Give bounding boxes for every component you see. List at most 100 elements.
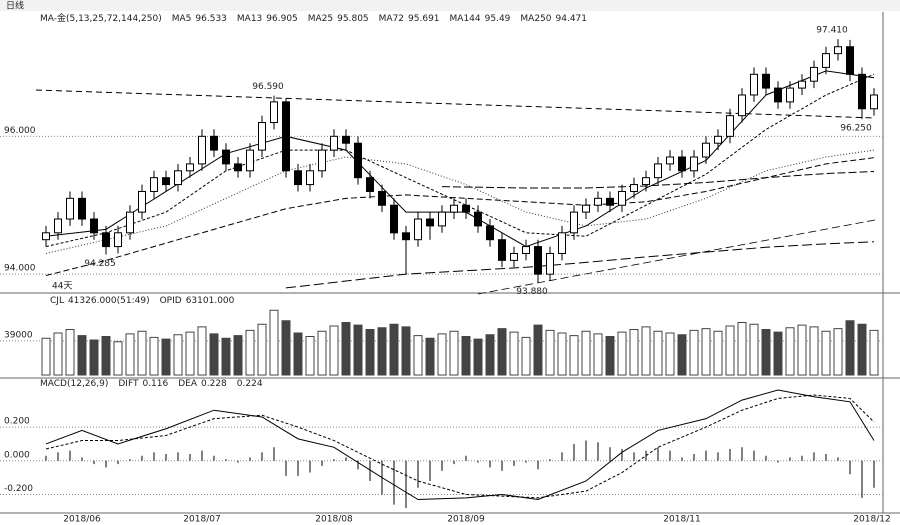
candle-body — [738, 94, 746, 117]
candle-body — [690, 156, 698, 172]
candle-body — [342, 135, 350, 144]
candle-body — [138, 190, 146, 213]
candle-body — [762, 73, 770, 89]
y-tick-label: 94.000 — [4, 264, 36, 274]
candle-body — [402, 232, 410, 241]
toolbar — [0, 0, 900, 11]
candle-body — [510, 252, 518, 261]
candle-body — [438, 211, 446, 227]
candle-body — [42, 232, 50, 241]
candle-body — [354, 142, 362, 179]
candle-body — [162, 177, 170, 186]
candle-body — [306, 170, 314, 186]
candle-body — [210, 135, 218, 151]
volume-bar — [857, 323, 867, 376]
x-tick-label: 2018/07 — [183, 515, 220, 525]
candle-body — [462, 204, 470, 213]
y-tick-label: 0.200 — [4, 417, 30, 427]
volume-bar — [305, 336, 315, 376]
volume-bar — [401, 326, 411, 376]
candle-body — [90, 218, 98, 234]
volume-bar — [185, 331, 195, 376]
volume-bar — [533, 324, 543, 376]
period-label[interactable]: 日线 — [6, 0, 24, 12]
x-tick-label: 2018/09 — [447, 515, 485, 525]
macd-line — [45, 394, 875, 499]
indicator-readout: CJL 41326.000(51:49) OPID 63101.000 — [50, 296, 235, 306]
readout-value: 0.224 — [237, 379, 263, 389]
price-annotation: 96.590 — [252, 82, 284, 92]
readout-name: CJL — [50, 296, 64, 306]
volume-bar — [41, 337, 51, 376]
volume-bar — [593, 333, 603, 376]
volume-bar — [125, 333, 135, 376]
candle-body — [198, 135, 206, 165]
volume-bar — [845, 320, 855, 376]
volume-bar — [425, 337, 435, 376]
candle-body — [390, 204, 398, 234]
x-tick-label: 2018/06 — [63, 515, 101, 525]
legend-value: 96.533 — [195, 14, 227, 24]
x-tick-label: 2018/11 — [663, 515, 700, 525]
x-tick-label: 2018/08 — [315, 515, 353, 525]
volume-bar — [377, 327, 387, 376]
legend-name: MA5 — [172, 14, 192, 24]
volume-bar — [677, 334, 687, 376]
volume-bar — [161, 338, 171, 376]
price-annotation: 97.410 — [816, 26, 848, 36]
indicator-name: MA-金(5,13,25,72,144,250) — [40, 12, 162, 24]
volume-bar — [233, 335, 243, 376]
volume-bar — [53, 332, 63, 376]
volume-bar — [725, 325, 735, 376]
macd-line — [45, 389, 875, 501]
volume-bar — [257, 323, 267, 376]
candle-body — [426, 218, 434, 227]
candle-body — [174, 170, 182, 186]
volume-bar — [617, 331, 627, 376]
volume-bar — [437, 333, 447, 376]
candle-body — [786, 87, 794, 103]
volume-bar — [521, 336, 531, 376]
volume-bar — [101, 336, 111, 376]
candle-body — [234, 163, 242, 172]
legend-value: 95.805 — [337, 14, 369, 24]
trend-line — [477, 219, 876, 295]
candle-body — [270, 101, 278, 124]
volume-bar — [485, 334, 495, 376]
price-annotation: 94.285 — [84, 259, 116, 269]
volume-bar — [353, 324, 363, 376]
volume-bar — [269, 309, 279, 376]
candle-body — [330, 135, 338, 151]
y-tick-label: 39000 — [4, 330, 33, 340]
candle-body — [546, 252, 554, 275]
volume-bar — [113, 341, 123, 376]
volume-bar — [461, 336, 471, 376]
candle-body — [498, 239, 506, 261]
volume-bar — [389, 323, 399, 376]
volume-bar — [413, 335, 423, 376]
candle-body — [222, 149, 230, 165]
volume-bar — [869, 329, 879, 376]
candle-body — [846, 46, 854, 75]
y-tick-label: 96.000 — [4, 126, 36, 136]
candle-body — [246, 149, 254, 172]
candle-body — [654, 163, 662, 179]
candle-body — [606, 197, 614, 206]
volume-bar — [557, 332, 567, 376]
volume-bar — [833, 328, 843, 376]
candle-body — [114, 232, 122, 248]
candle-body — [54, 218, 62, 234]
volume-bar — [197, 326, 207, 376]
volume-bar — [221, 337, 231, 376]
volume-bar — [89, 339, 99, 376]
moving-average-line — [285, 241, 875, 289]
legend-value: 94.471 — [556, 14, 588, 24]
candle-body — [714, 135, 722, 144]
price-annotation: 93.880 — [516, 287, 548, 297]
volume-bar — [749, 323, 759, 376]
volume-bar — [641, 326, 651, 376]
candle-body — [870, 94, 878, 110]
candle-body — [558, 232, 566, 254]
volume-bar — [821, 330, 831, 376]
